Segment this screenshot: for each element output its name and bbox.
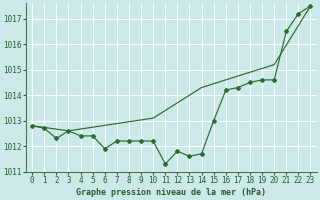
X-axis label: Graphe pression niveau de la mer (hPa): Graphe pression niveau de la mer (hPa) bbox=[76, 188, 266, 197]
